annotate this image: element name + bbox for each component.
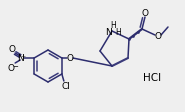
Text: O: O xyxy=(142,9,149,18)
Text: +: + xyxy=(20,54,25,58)
Text: −: − xyxy=(13,63,18,69)
Text: H: H xyxy=(110,21,116,30)
Text: O: O xyxy=(8,64,15,73)
Text: Cl: Cl xyxy=(61,82,70,91)
Text: H: H xyxy=(115,28,121,37)
Text: O: O xyxy=(154,32,162,41)
Text: N: N xyxy=(106,28,112,37)
Text: O: O xyxy=(66,54,73,63)
Text: N: N xyxy=(17,54,23,63)
Text: HCl: HCl xyxy=(143,72,161,82)
Text: O: O xyxy=(9,45,16,54)
